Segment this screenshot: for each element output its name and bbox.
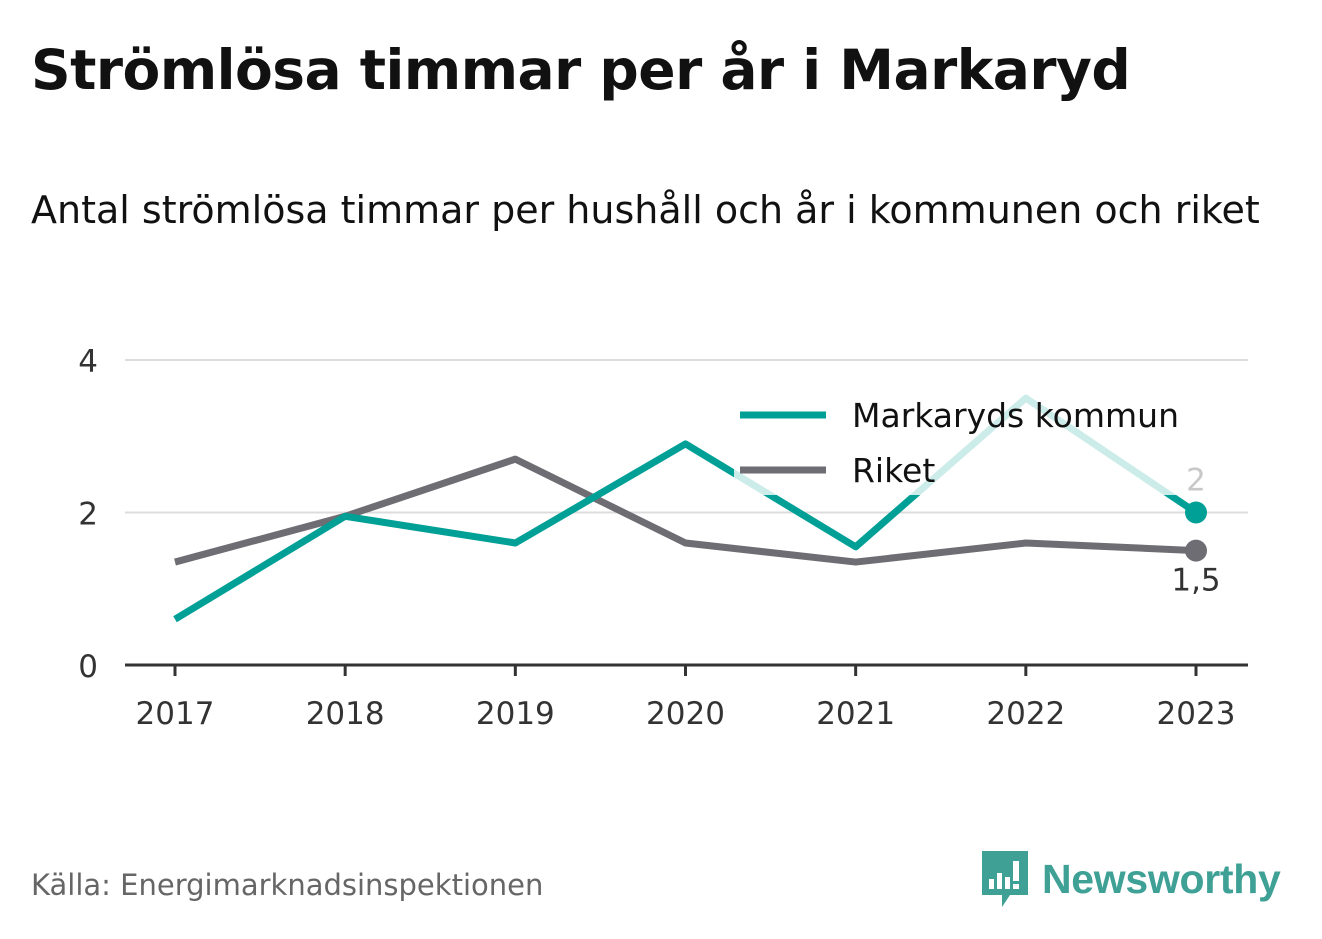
- line-chart: 0 2 4 2017 2018 2019 2020 2021 2022 2023 Markaryds…: [78, 344, 1248, 732]
- brand-name: Newsworthy: [1042, 855, 1281, 902]
- x-tick-label: 2018: [306, 696, 385, 732]
- source-note: Källa: Energimarknadsinspektionen: [31, 868, 544, 902]
- x-tick-label: 2021: [816, 696, 895, 732]
- bar-chart-logo-icon: [982, 851, 1028, 907]
- end-point-markaryd: [1185, 501, 1207, 524]
- x-tick-label: 2022: [986, 696, 1065, 732]
- newsworthy-logo: Newsworthy: [980, 848, 1281, 910]
- x-tick-label: 2020: [646, 696, 725, 732]
- chart-subtitle: Antal strömlösa timmar per hushåll och å…: [31, 188, 1260, 232]
- y-tick-label: 0: [78, 649, 98, 685]
- y-tick-label: 2: [78, 497, 98, 533]
- legend-label-riket: Riket: [852, 451, 935, 490]
- x-tick-label: 2017: [136, 696, 215, 732]
- x-tick-label: 2023: [1157, 696, 1236, 732]
- legend-label-markaryd: Markaryds kommun: [852, 396, 1179, 435]
- x-tick-label: 2019: [476, 696, 555, 732]
- end-label-riket: 1,5: [1171, 563, 1220, 599]
- end-label-markaryd: 2: [1186, 463, 1206, 499]
- end-point-riket: [1185, 539, 1207, 562]
- chart-title: Strömlösa timmar per år i Markaryd: [31, 38, 1131, 102]
- legend-background: [734, 390, 1204, 495]
- y-tick-label: 4: [78, 344, 98, 380]
